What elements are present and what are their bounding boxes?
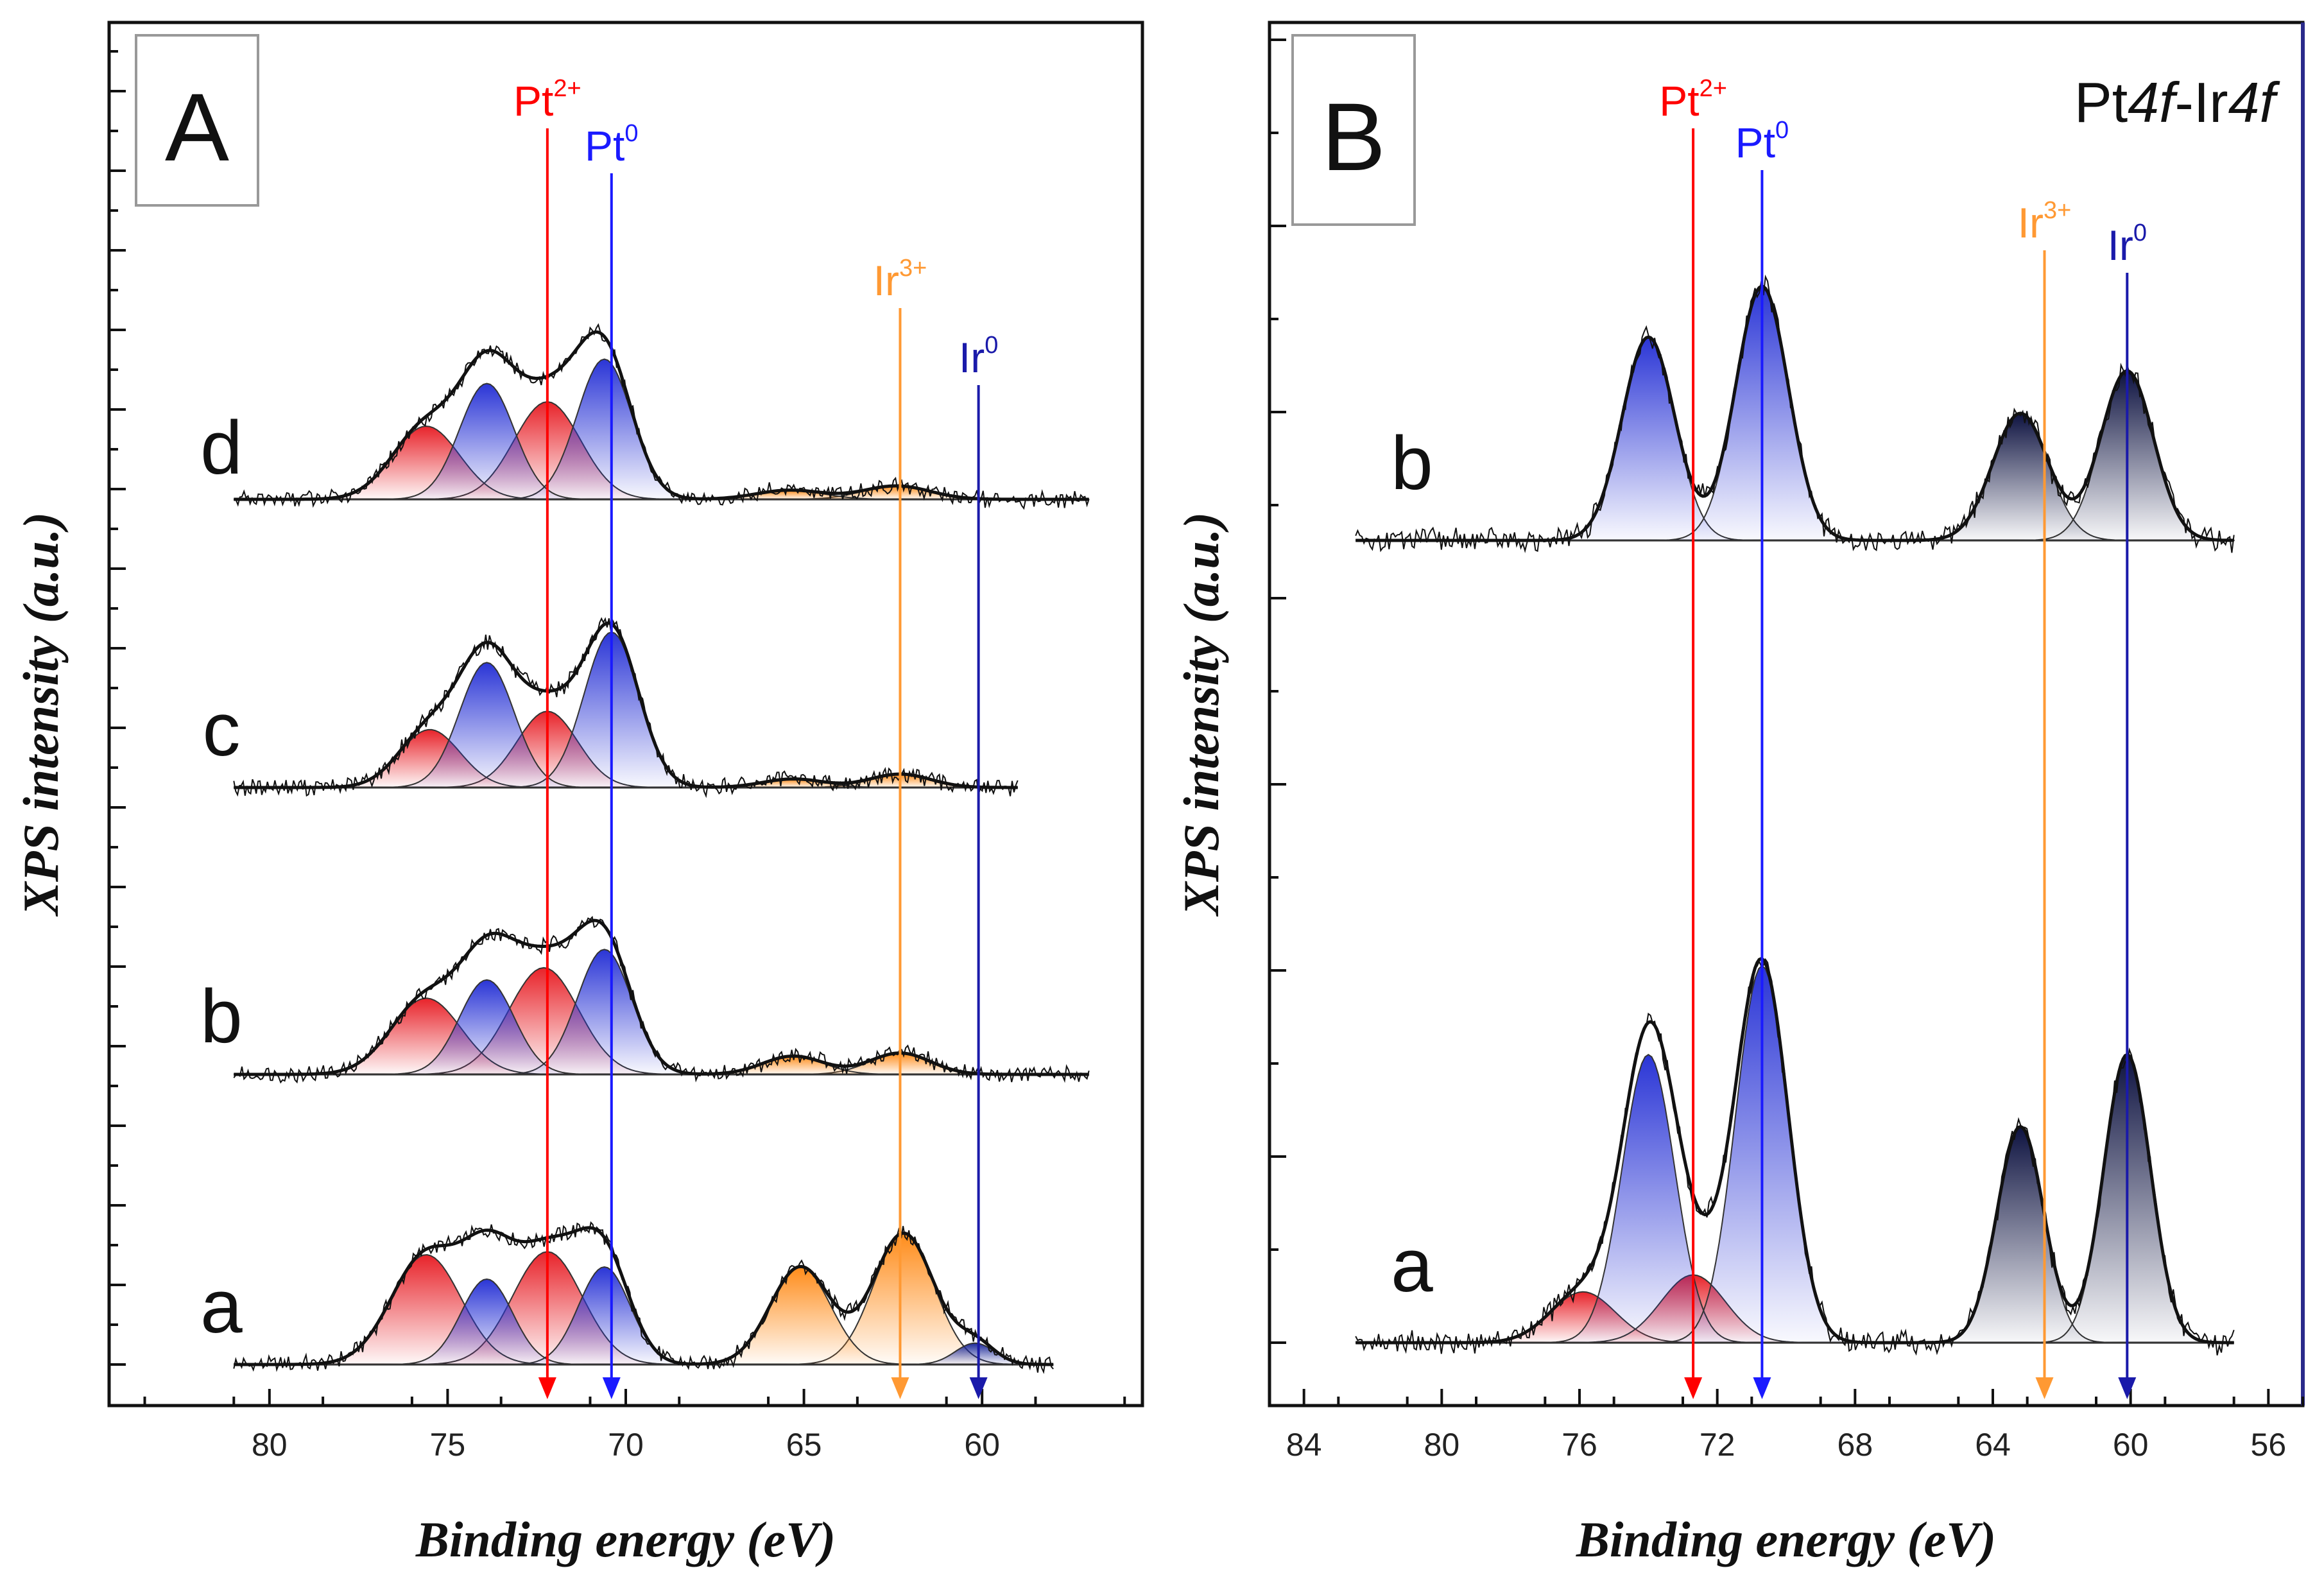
panel-a-y-ticks	[109, 50, 126, 1366]
ref-marker-label: Ir0	[2108, 220, 2147, 269]
fit-envelope-a	[1356, 956, 2234, 1345]
ref-marker-label: Pt2+	[513, 75, 581, 125]
panel-b-title-4f-a: 4f	[2128, 71, 2180, 134]
ref-marker-label: Ir3+	[874, 255, 927, 304]
panel-b-title-ir: -Ir	[2175, 71, 2228, 134]
panel-b-title-pt: Pt	[2074, 71, 2128, 134]
panel-a-spectrum-c: c	[203, 617, 1019, 798]
panel-b-title-4f-b: 4f	[2228, 71, 2281, 134]
panel-b-spectrum-b: b	[1355, 274, 2235, 553]
fit-envelope-d	[234, 330, 1089, 501]
trace-label-c: c	[203, 687, 241, 772]
ref-arrow-head	[2118, 1377, 2137, 1399]
ref-marker-label: Pt0	[585, 120, 639, 169]
panel-a-spectrum-a: a	[200, 1221, 1054, 1374]
ref-arrow-head	[602, 1377, 621, 1399]
panel-a: 80 75 70 65 60 a b c d Pt2+Pt0 Ir3+ Ir0 A Binding…	[13, 21, 1144, 1567]
fit-envelope-b	[1356, 284, 2234, 542]
panel-a-spectrum-d: d	[200, 323, 1090, 510]
panel-b-y-ticks	[1270, 39, 1286, 1344]
trace-label-b: b	[1391, 421, 1433, 506]
panel-a-label: A	[165, 73, 229, 181]
panel-a-spectra: a b c d	[200, 323, 1090, 1374]
panel-b-label-box	[1291, 34, 1416, 226]
panel-b-spectrum-a: a	[1355, 956, 2235, 1356]
ref-marker-label: Pt0	[1735, 117, 1789, 166]
panel-b-title: Pt4f-Ir4f	[2074, 71, 2281, 134]
panel-a-spectrum-b: b	[200, 915, 1090, 1084]
ref-marker-label: Ir0	[959, 332, 998, 381]
panel-b-x-axis-title: Binding energy (eV)	[1576, 1511, 1996, 1567]
ref-arrow-head	[538, 1377, 556, 1399]
panel-a-x-tick-label: 80	[252, 1427, 288, 1463]
panel-b-x-tick-label: 68	[1838, 1427, 1873, 1463]
panel-b-spectra: ab	[1355, 274, 2235, 1356]
ref-line-pt2: Pt2+	[1659, 75, 1727, 1399]
trace-label-a: a	[1391, 1223, 1433, 1308]
ref-arrow-head	[969, 1377, 988, 1399]
panel-a-label-box	[135, 34, 259, 207]
panel-b-label: B	[1321, 83, 1386, 191]
panel-a-x-tick-label: 75	[430, 1427, 466, 1463]
panel-a-x-tick-label: 65	[786, 1427, 822, 1463]
ref-line-ir0: Ir0	[959, 332, 998, 1399]
panel-b-x-tick-label: 76	[1562, 1427, 1597, 1463]
panel-a-x-ticks: 80 75 70 65 60	[143, 1389, 1126, 1463]
ref-arrow-head	[1753, 1377, 1771, 1399]
trace-label-d: d	[200, 406, 243, 490]
panel-b-x-tick-label: 80	[1424, 1427, 1460, 1463]
ref-arrow-head	[891, 1377, 909, 1399]
ref-line-ir0: Ir0	[2108, 220, 2147, 1399]
panel-a-x-tick-label: 60	[964, 1427, 1000, 1463]
ref-marker-label: Pt2+	[1659, 75, 1727, 125]
panel-a-x-axis-title: Binding energy (eV)	[415, 1511, 836, 1567]
ref-line-pt0: Pt0	[1735, 117, 1789, 1399]
raw-trace-b	[233, 915, 1090, 1084]
panel-b-y-axis-title: XPS intensity (a.u.)	[1173, 512, 1229, 917]
panel-a-y-axis-title: XPS intensity (a.u.)	[13, 512, 69, 917]
panel-a-x-tick-label: 70	[608, 1427, 644, 1463]
panel-a-reference-lines: Pt2+Pt0 Ir3+ Ir0	[513, 75, 998, 1399]
fit-envelope-a	[234, 1226, 1054, 1366]
ref-line-pt2: Pt2+	[513, 75, 581, 1399]
ref-line-ir3: Ir3+	[2018, 197, 2072, 1399]
trace-label-a: a	[200, 1264, 243, 1349]
fit-envelope-c	[234, 621, 1018, 789]
ref-arrow-head	[2035, 1377, 2054, 1399]
ref-arrow-head	[1684, 1377, 1703, 1399]
panel-b-x-tick-label: 64	[1975, 1427, 2011, 1463]
panel-b-x-ticks: 84 80 76 72 68 64 60 56	[1268, 1389, 2304, 1463]
panel-b-x-tick-label: 84	[1286, 1427, 1322, 1463]
panel-b-x-tick-label: 60	[2113, 1427, 2149, 1463]
ref-line-pt0: Pt0	[585, 120, 639, 1399]
panel-b-reference-lines: Pt2+Pt0 Ir3+ Ir0	[1659, 75, 2147, 1399]
ref-line-ir3: Ir3+	[874, 255, 927, 1399]
trace-label-b: b	[200, 974, 243, 1059]
panel-b-x-tick-label: 72	[1700, 1427, 1735, 1463]
panel-b-x-tick-label: 56	[2251, 1427, 2287, 1463]
ref-marker-label: Ir3+	[2018, 197, 2072, 246]
fit-envelope-b	[234, 918, 1089, 1076]
